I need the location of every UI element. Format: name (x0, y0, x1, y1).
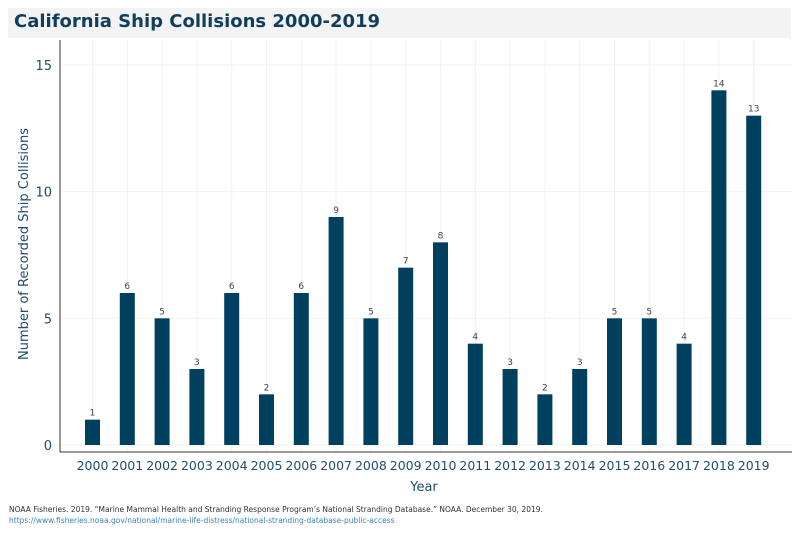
data-label: 13 (748, 105, 759, 115)
data-label: 6 (298, 282, 304, 292)
y-tick-label: 5 (44, 312, 52, 327)
data-label: 6 (124, 282, 130, 292)
bar (502, 369, 518, 445)
data-label: 5 (368, 307, 374, 317)
y-axis-label: Number of Recorded Ship Collisions (17, 128, 32, 360)
title-bar: California Ship Collisions 2000-2019 (8, 8, 791, 38)
x-tick-label: 2015 (599, 458, 631, 473)
x-axis-label: Year (409, 480, 438, 495)
data-label: 2 (542, 383, 548, 393)
data-label: 14 (713, 79, 725, 89)
x-tick-label: 2018 (703, 458, 735, 473)
data-label: 1 (90, 409, 96, 419)
data-label: 4 (681, 333, 687, 343)
x-tick-label: 2017 (668, 458, 700, 473)
data-label: 3 (507, 358, 513, 368)
x-tick-label: 2019 (738, 458, 770, 473)
data-label: 4 (472, 333, 478, 343)
bar (154, 318, 170, 445)
data-label: 5 (646, 307, 652, 317)
bars: 1 6 5 3 6 2 6 9 5 7 8 4 3 2 3 5 5 4 14 13 (85, 79, 762, 446)
data-label: 5 (612, 307, 618, 317)
bar (572, 369, 588, 445)
bar (746, 115, 762, 446)
data-label: 3 (194, 358, 200, 368)
source-citation: NOAA Fisheries. 2019. “Marine Mammal Hea… (9, 505, 543, 514)
x-tick-label: 2001 (111, 458, 143, 473)
x-tick-label: 2005 (251, 458, 283, 473)
bar (259, 394, 274, 445)
x-tick-label: 2004 (216, 458, 248, 473)
y-tick-label: 10 (35, 186, 52, 201)
data-label: 8 (438, 231, 444, 241)
x-tick-label: 2014 (564, 458, 596, 473)
bar (224, 293, 240, 445)
x-tick-label: 2010 (425, 458, 457, 473)
x-tick-label: 2011 (459, 458, 491, 473)
data-label: 5 (159, 307, 165, 317)
source-link[interactable]: https://www.fisheries.noaa.gov/national/… (9, 516, 395, 525)
bar (676, 343, 692, 445)
bar (433, 242, 448, 445)
x-tick-label: 2013 (529, 458, 561, 473)
bar (607, 318, 622, 445)
y-tick-label: 0 (44, 439, 52, 454)
x-tick-label: 2009 (390, 458, 422, 473)
x-tick-label: 2000 (77, 458, 109, 473)
data-label: 3 (577, 358, 583, 368)
bar (711, 90, 727, 445)
bar (467, 343, 483, 445)
data-label: 6 (229, 282, 235, 292)
x-tick-label: 2007 (320, 458, 352, 473)
x-tick-label: 2002 (146, 458, 178, 473)
bar (537, 394, 553, 445)
chart-title: California Ship Collisions 2000-2019 (14, 11, 381, 32)
bar (328, 217, 344, 445)
bar (398, 267, 414, 445)
bar (293, 293, 309, 445)
x-tick-label: 2006 (285, 458, 317, 473)
bar (119, 293, 135, 445)
x-tick-label: 2003 (181, 458, 213, 473)
x-tick-label: 2012 (494, 458, 526, 473)
data-label: 2 (264, 383, 270, 393)
bar (189, 369, 205, 445)
bar (85, 419, 100, 445)
data-label: 7 (403, 257, 409, 267)
x-tick-label: 2016 (633, 458, 665, 473)
bar (641, 318, 657, 445)
bar (363, 318, 379, 445)
data-label: 9 (333, 206, 339, 216)
x-tick-label: 2008 (355, 458, 387, 473)
y-tick-label: 15 (35, 59, 52, 74)
